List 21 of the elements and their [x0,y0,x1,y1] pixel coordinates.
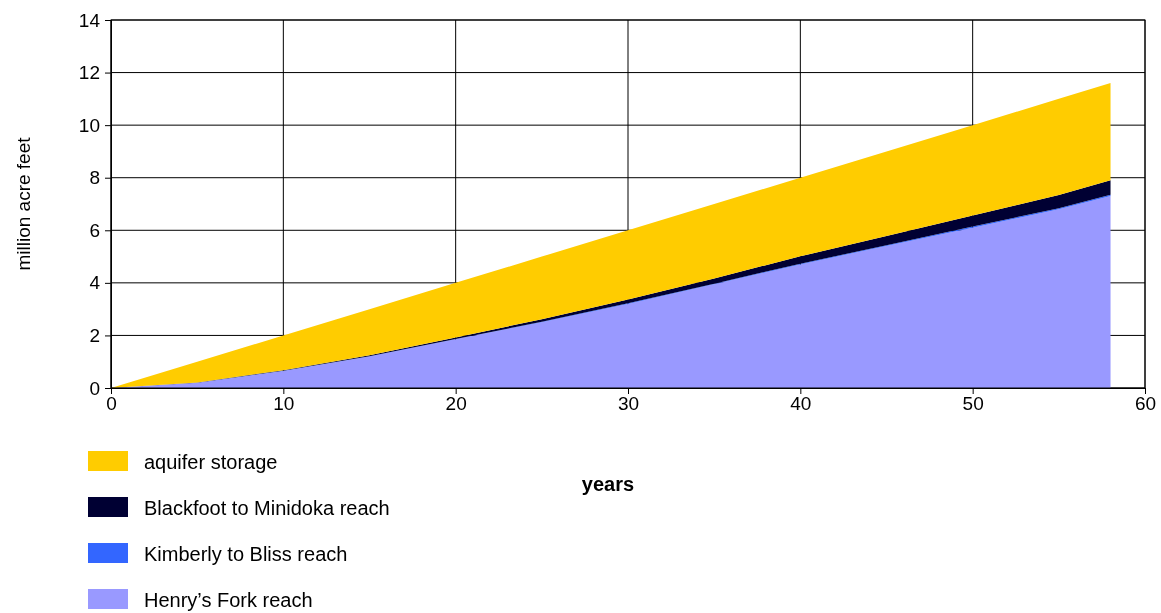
x-tick-label: 10 [273,393,295,415]
x-tick-label: 20 [445,393,467,415]
y-tick-label: 2 [89,325,100,347]
y-tick-label: 8 [89,167,100,189]
y-tick-label: 12 [78,62,100,84]
legend-label: aquifer storage [144,451,278,473]
x-axis-title: years [581,473,635,495]
x-tick-label: 30 [617,393,640,415]
legend-label: Henry’s Fork reach [144,589,313,611]
y-tick-label: 14 [78,9,101,31]
y-tick-label: 6 [89,219,100,241]
x-tick-label: 50 [962,393,984,415]
y-tick-label: 4 [89,272,101,294]
x-tick-label: 0 [106,393,117,415]
x-tick-label: 60 [1134,393,1157,415]
y-axis-title: million acre feet [13,136,34,271]
x-tick-label: 40 [790,393,812,415]
y-tick-label: 0 [89,377,100,399]
y-tick-label: 10 [78,114,100,136]
legend-label: Kimberly to Bliss reach [144,543,348,565]
legend-label: Blackfoot to Minidoka reach [144,497,390,519]
